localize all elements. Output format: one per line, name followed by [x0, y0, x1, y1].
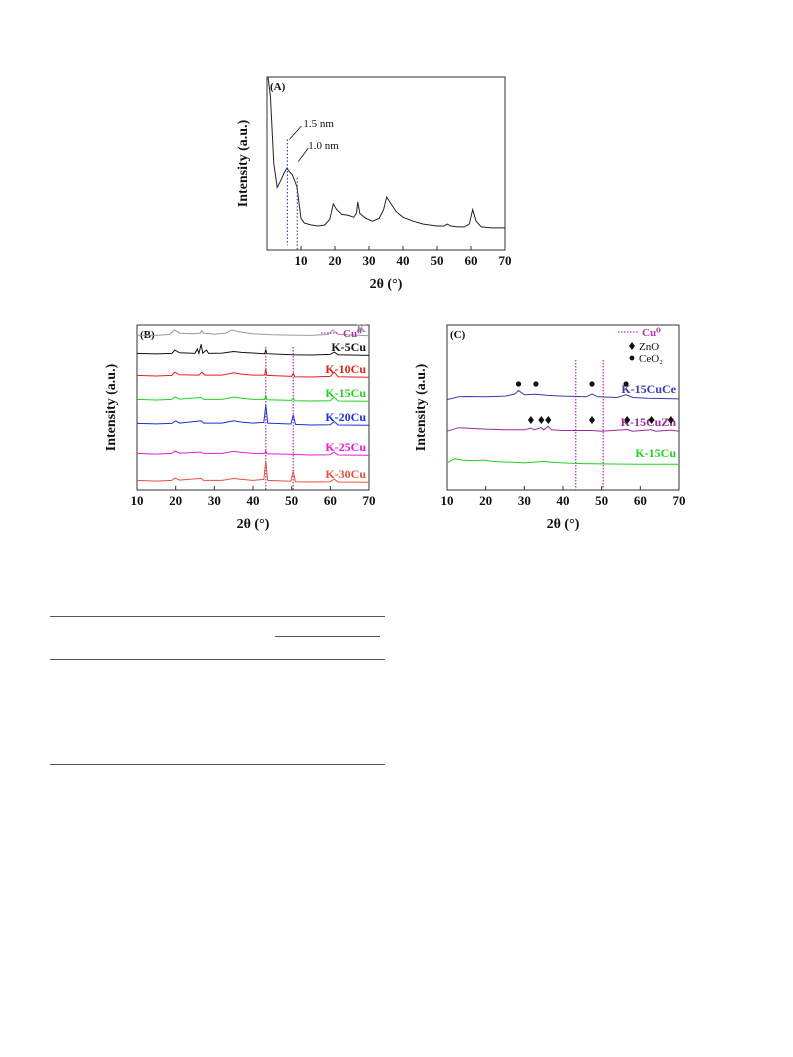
x-tick-label: 30: [363, 253, 376, 268]
legend-cu0-label: Cu⁰: [343, 328, 362, 340]
zno-marker: [589, 416, 595, 424]
panel-label: (A): [270, 81, 286, 93]
y-axis-label: Intensity (a.u.): [414, 363, 429, 451]
x-tick-label: 40: [397, 253, 410, 268]
chart-panel-c: 10 20 30 40 50 60 70 2θ (°) Intensity (a.u.) (C) K…: [405, 310, 700, 555]
chart-panel-a: 10 20 30 40 50 60 70 2θ (°) Intensity (a.u.) (A) 1…: [225, 60, 525, 300]
zno-marker: [624, 416, 631, 424]
series-label: K-15Cu: [325, 386, 366, 400]
zno-marker: [538, 416, 545, 424]
x-tick-label: 10: [295, 253, 308, 268]
xrd-trace: [267, 76, 505, 229]
x-axis-label: 2θ (°): [370, 277, 403, 292]
plot-frame: [266, 76, 506, 251]
series-label: K-20Cu: [325, 410, 366, 424]
x-tick-label: 60: [634, 493, 647, 508]
x-tick-label: 70: [499, 253, 512, 268]
series-line: [136, 405, 370, 426]
series-label: K-30Cu: [325, 467, 366, 481]
legend-ceo2-marker: [629, 355, 635, 361]
series-line: [446, 458, 679, 465]
x-tick-label: 10: [131, 493, 144, 508]
series-line: [136, 329, 370, 337]
series-label: K-25Cu: [325, 440, 366, 454]
annotation-label: 1.0 nm: [308, 140, 339, 152]
series-label: K-15CuCe: [621, 382, 676, 396]
xrd-chart-a: 10 20 30 40 50 60 70 2θ (°) Intensity (a.u.) (A) 1…: [236, 76, 512, 292]
legend-zno-marker: [629, 342, 635, 350]
x-tick-label: 60: [465, 253, 478, 268]
panel-label: (C): [450, 329, 466, 341]
series-label: K: [357, 321, 367, 335]
xrd-chart-c: 10 20 30 40 50 60 70 2θ (°) Intensity (a.u.) (C) K…: [414, 324, 686, 532]
x-tick-label: 20: [479, 493, 492, 508]
ceo2-marker: [589, 381, 595, 387]
legend-ceo2-label: CeO₂: [639, 353, 663, 365]
zno-marker: [667, 416, 674, 424]
table-bottom-rule: [50, 764, 385, 765]
x-tick-label: 50: [431, 253, 444, 268]
ceo2-marker: [515, 381, 522, 387]
x-tick-label: 70: [363, 493, 376, 508]
series-line: [446, 425, 680, 432]
annotation-label: 1.5 nm: [303, 118, 334, 130]
legend-cu0-label: Cu⁰: [642, 327, 661, 339]
table-subheader-rule: [275, 636, 380, 637]
y-axis-label: Intensity (a.u.): [236, 119, 251, 207]
series-label: K-5Cu: [331, 340, 366, 354]
x-tick-label: 60: [324, 493, 337, 508]
x-tick-label: 10: [441, 493, 454, 508]
table-header-rule: [50, 659, 385, 660]
x-tick-label: 70: [673, 493, 686, 508]
ceo2-marker: [533, 381, 539, 387]
x-tick-label: 40: [247, 493, 260, 508]
x-axis-label: 2θ (°): [237, 517, 270, 532]
annotation-arrow: [297, 147, 309, 162]
legend-zno-label: ZnO: [639, 341, 659, 353]
table-top-rule: [50, 616, 385, 617]
zno-marker: [648, 416, 655, 424]
series-line: [446, 389, 680, 401]
series-line: [136, 344, 370, 356]
chart-panel-b: 10 20 30 40 50 60 70 2θ (°) Intensity (a.u.) (B) K…: [100, 310, 390, 555]
x-tick-label: 50: [285, 493, 298, 508]
ceo2-marker: [623, 381, 629, 387]
series-label: K-10Cu: [325, 362, 366, 376]
x-tick-label: 30: [208, 493, 221, 508]
x-tick-label: 40: [557, 493, 570, 508]
x-tick-label: 20: [169, 493, 182, 508]
zno-marker: [527, 416, 534, 424]
series-label: K-15Cu: [635, 446, 676, 460]
x-axis-label: 2θ (°): [547, 517, 580, 532]
series-label: K-15CuZn: [621, 415, 677, 429]
annotation-arrow: [289, 125, 302, 140]
y-axis-label: Intensity (a.u.): [104, 363, 119, 451]
series-line: [136, 449, 370, 456]
series-line: [136, 394, 370, 402]
x-tick-label: 50: [595, 493, 608, 508]
zno-marker: [545, 416, 552, 424]
series-line: [136, 460, 370, 483]
x-tick-label: 20: [329, 253, 342, 268]
x-tick-label: 30: [518, 493, 531, 508]
series-line: [136, 368, 370, 378]
